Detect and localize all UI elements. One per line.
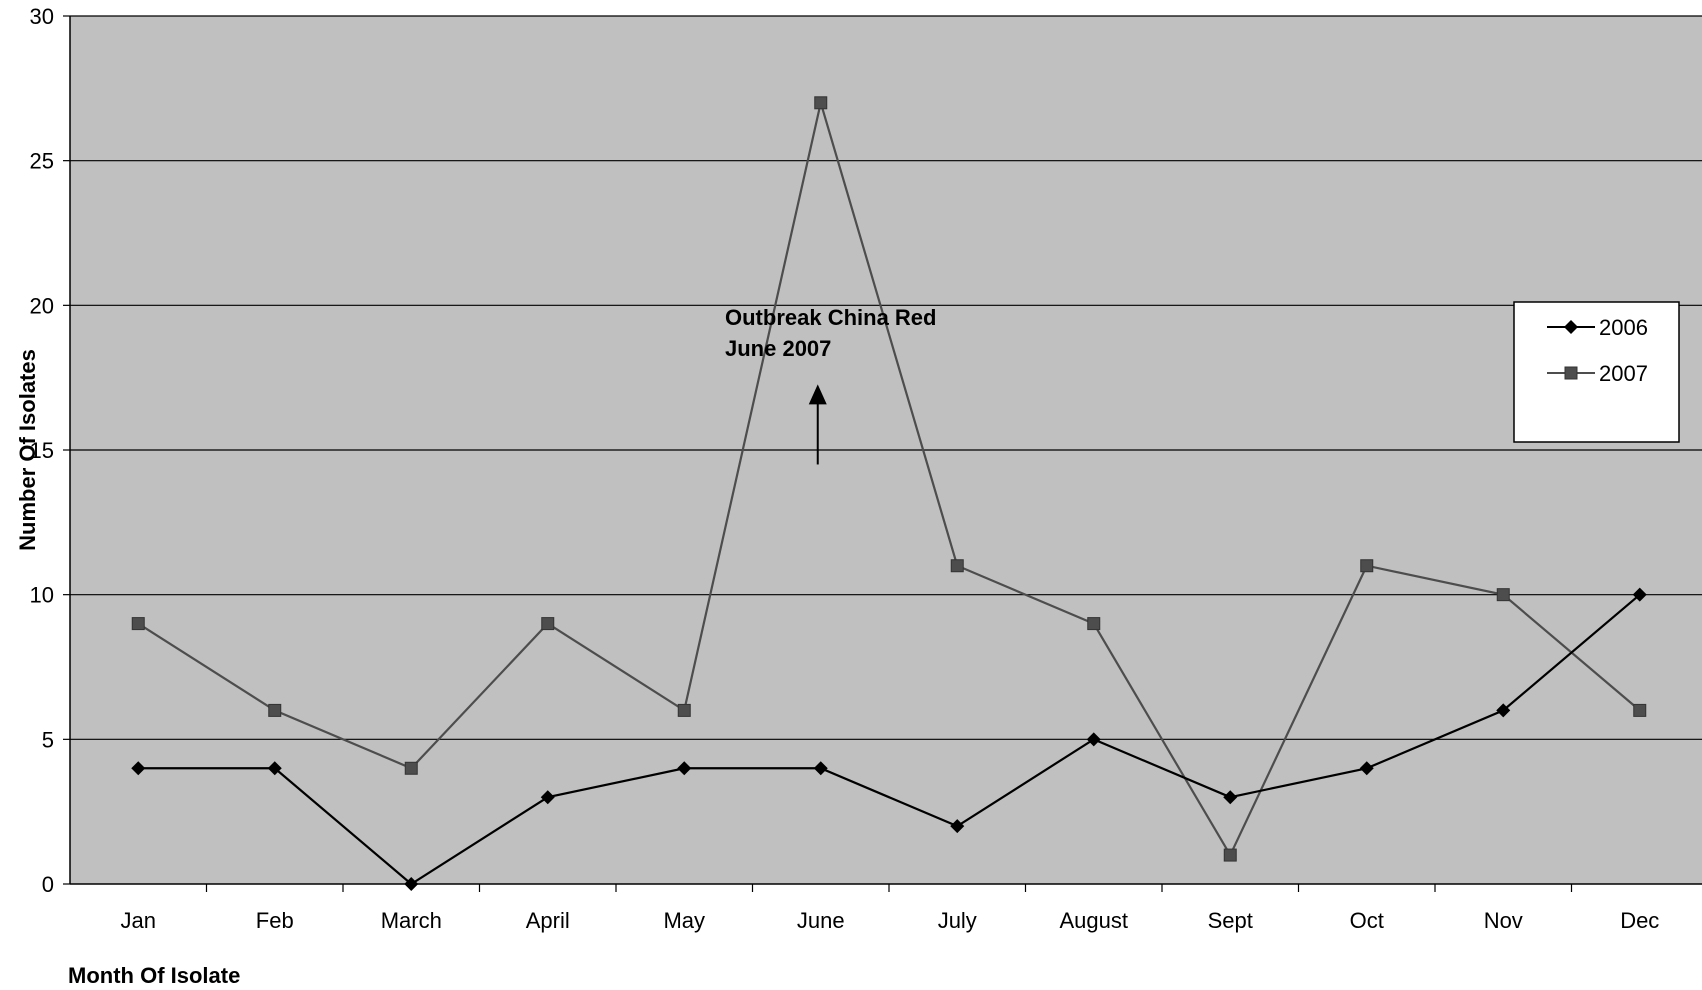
x-tick-label-nov: Nov	[1484, 908, 1523, 933]
series-line-2007	[137, 98, 1641, 858]
point-2006-oct	[1359, 761, 1374, 776]
point-2006-jan	[131, 761, 146, 776]
point-2006-dec	[1632, 587, 1647, 602]
y-axis-title: Number Of Isolates	[15, 349, 40, 551]
point-2007-june	[814, 96, 828, 110]
x-tick-label-july: July	[938, 908, 977, 933]
point-2006-august	[1086, 732, 1101, 747]
annotation-line-1: Outbreak China Red	[725, 305, 936, 330]
point-2007-april	[541, 617, 555, 631]
point-2007-march	[404, 761, 418, 775]
series-line-2006	[138, 593, 1641, 886]
x-tick-label-sept: Sept	[1208, 908, 1253, 933]
legend: 2006 2007	[1513, 301, 1680, 443]
series-layer	[131, 96, 1647, 891]
annotation-line-2: June 2007	[725, 336, 831, 361]
x-tick-labels: Jan Feb March April May June July August Sept Oct…	[121, 884, 1659, 933]
x-tick-label-march: March	[381, 908, 442, 933]
point-2006-april	[540, 790, 555, 805]
x-tick-label-jan: Jan	[121, 908, 156, 933]
point-2007-oct	[1360, 559, 1374, 573]
point-2007-july	[950, 559, 964, 573]
y-tick-label-30: 30	[30, 4, 54, 29]
legend-label-2006: 2006	[1599, 315, 1648, 340]
x-axis-title: Month Of Isolate	[68, 963, 240, 988]
point-2007-may	[677, 703, 691, 717]
y-tick-label-25: 25	[30, 149, 54, 174]
x-tick-label-dec: Dec	[1620, 908, 1659, 933]
y-tick-label-0: 0	[42, 872, 54, 897]
series-2007	[131, 96, 1647, 862]
point-2006-sept	[1223, 790, 1238, 805]
point-2007-august	[1087, 617, 1101, 631]
point-2006-feb	[267, 761, 282, 776]
legend-item-2006: 2006	[1547, 315, 1648, 340]
point-2006-march	[404, 877, 419, 891]
point-2007-feb	[268, 703, 282, 717]
x-tick-label-june: June	[797, 908, 845, 933]
annotation: Outbreak China Red June 2007	[725, 305, 936, 465]
point-2007-dec	[1633, 703, 1647, 717]
point-2007-sept	[1223, 848, 1237, 862]
point-2006-nov	[1496, 703, 1511, 718]
point-2007-nov	[1496, 588, 1510, 602]
point-2006-june	[813, 761, 828, 776]
point-2006-may	[677, 761, 692, 776]
annotation-arrow-head	[808, 384, 827, 405]
legend-marker-2007	[1564, 366, 1578, 380]
x-tick-label-feb: Feb	[256, 908, 294, 933]
y-tick-label-15: 15	[30, 438, 54, 463]
legend-item-2007: 2007	[1547, 361, 1648, 386]
y-tick-label-20: 20	[30, 293, 54, 318]
y-tick-label-10: 10	[30, 583, 54, 608]
x-tick-label-oct: Oct	[1350, 908, 1384, 933]
x-tick-label-august: August	[1060, 908, 1129, 933]
y-tick-label-5: 5	[42, 727, 54, 752]
series-2006	[131, 587, 1647, 891]
x-tick-label-may: May	[663, 908, 705, 933]
y-tick-labels: 0 5 10 15 20 25 30	[30, 4, 70, 897]
point-2007-jan	[131, 617, 145, 631]
point-2006-july	[950, 819, 965, 834]
legend-label-2007: 2007	[1599, 361, 1648, 386]
legend-marker-2006	[1564, 320, 1578, 334]
legend-box	[1513, 301, 1680, 443]
x-tick-label-april: April	[526, 908, 570, 933]
